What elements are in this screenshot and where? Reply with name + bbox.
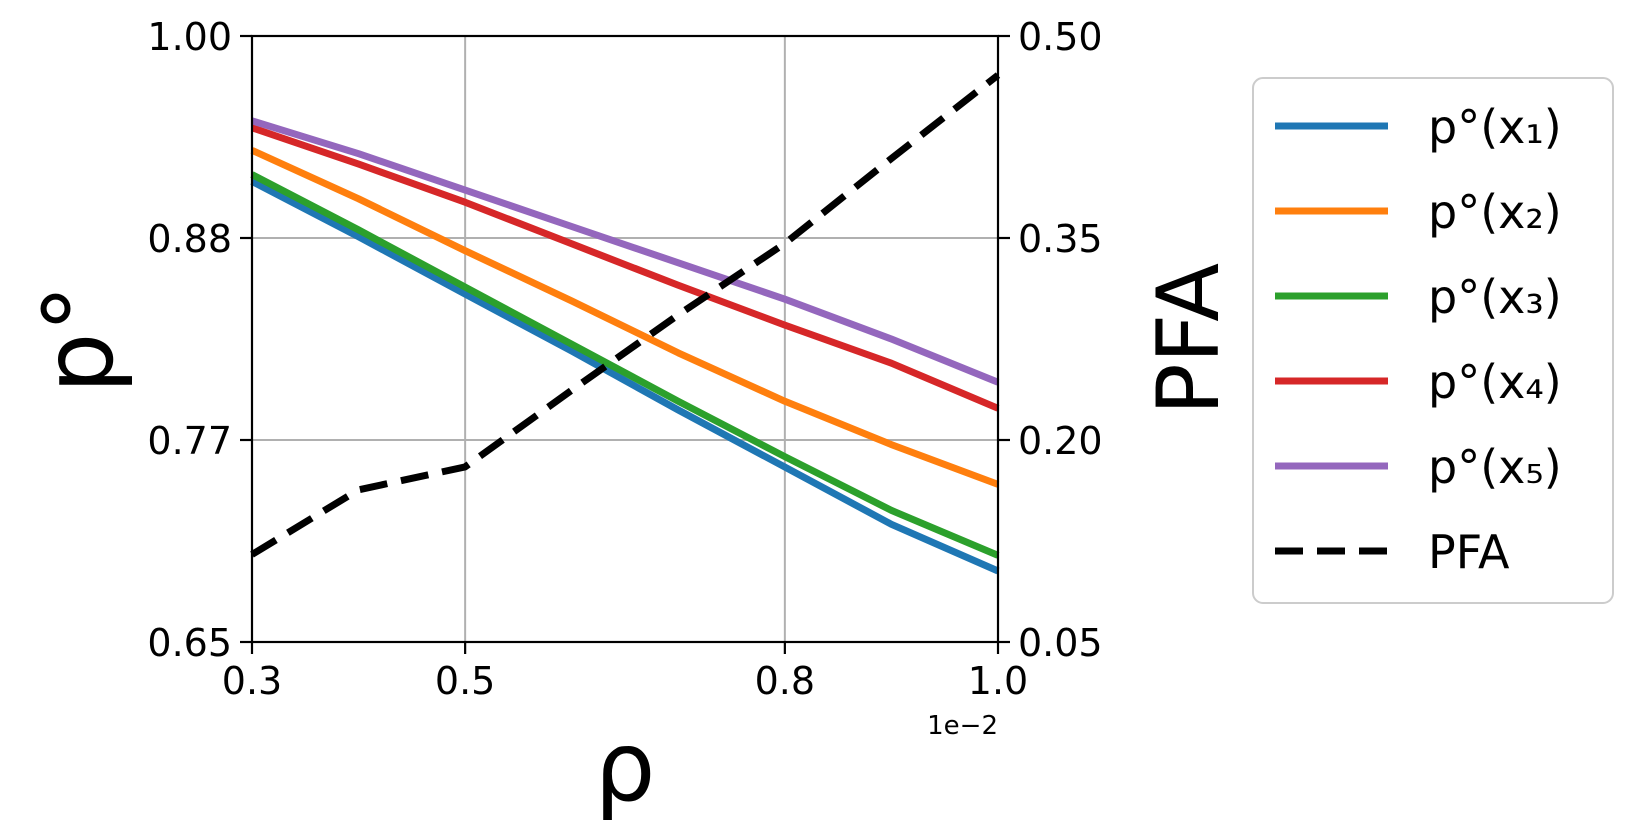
legend-entry: p°(x₃) <box>1275 270 1562 324</box>
plot-frame <box>250 34 1000 644</box>
y-tick-label: 0.77 <box>147 419 232 463</box>
series-line-5 <box>250 117 1000 386</box>
series-line-2 <box>250 147 1000 488</box>
x-axis-label: ρ <box>595 711 656 823</box>
y-tick-label: 0.65 <box>147 621 232 665</box>
y2-tick-label: 0.05 <box>1018 621 1103 665</box>
y-tick-label: 0.88 <box>147 217 232 261</box>
legend-label: p°(x₃) <box>1428 270 1562 324</box>
legend-entry: PFA <box>1275 525 1510 579</box>
y2-axis-label: PFA <box>1139 263 1239 415</box>
legend: p°(x₁) p°(x₂) p°(x₃) p°(x₄) p°(x₅) PFA <box>1252 77 1614 604</box>
y-tick-label: 1.00 <box>147 15 232 59</box>
x-offset-label: 1e−2 <box>927 711 998 741</box>
y-axis-label: p° <box>23 285 135 394</box>
legend-label: p°(x₁) <box>1428 100 1562 154</box>
x-tick-label: 0.3 <box>222 659 282 703</box>
legend-entry: p°(x₁) <box>1275 100 1562 154</box>
legend-entry: p°(x₅) <box>1275 440 1562 494</box>
legend-label: PFA <box>1428 525 1510 579</box>
x-tick-label: 0.5 <box>435 659 495 703</box>
legend-label: p°(x₅) <box>1428 440 1562 494</box>
series-line-1 <box>250 178 1000 575</box>
legend-entry: p°(x₂) <box>1275 185 1562 239</box>
y2-tick-label: 0.20 <box>1018 419 1103 463</box>
series-line-6 <box>250 72 1001 558</box>
legend-label: p°(x₂) <box>1428 185 1562 239</box>
legend-entry: p°(x₄) <box>1275 355 1562 409</box>
x-tick-label: 0.8 <box>755 659 815 703</box>
legend-label: p°(x₄) <box>1428 355 1562 409</box>
axis-ticks: 0.3 0.5 0.8 1.0 0.65 0.77 0.88 1.00 0.05 0.20 0.35… <box>147 15 1102 703</box>
series-lines <box>250 72 1001 575</box>
x-tick-label: 1.0 <box>968 659 1028 703</box>
series-line-3 <box>250 171 1000 559</box>
y2-tick-label: 0.35 <box>1018 217 1103 261</box>
series-line-4 <box>250 124 1000 412</box>
y2-tick-label: 0.50 <box>1018 15 1103 59</box>
